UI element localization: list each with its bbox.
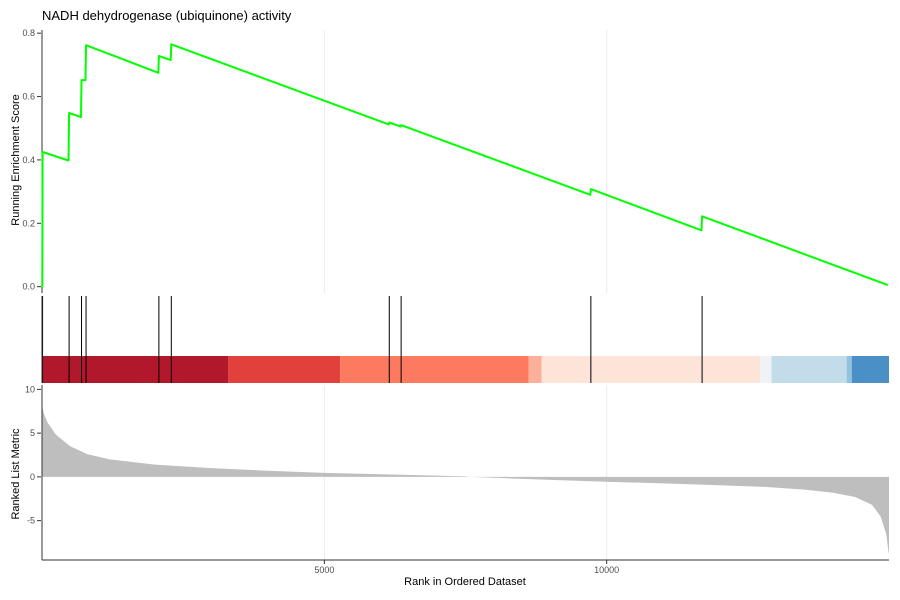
y-tick-label-enrichment: 0.2 bbox=[22, 218, 35, 228]
y-tick-label-enrichment: 0.4 bbox=[22, 155, 35, 165]
rank-color-band bbox=[42, 356, 229, 383]
rank-color-band bbox=[340, 356, 529, 383]
y-axis-title-ranked-metric: Ranked List Metric bbox=[10, 428, 22, 520]
y-axis-title-enrichment: Running Enrichment Score bbox=[10, 94, 22, 225]
ranked-metric-area bbox=[42, 405, 889, 554]
rank-color-band bbox=[528, 356, 542, 383]
rank-color-band bbox=[851, 356, 889, 383]
y-tick-label-enrichment: 0.0 bbox=[22, 282, 35, 292]
y-tick-label-enrichment: 0.8 bbox=[22, 28, 35, 38]
rank-color-band bbox=[846, 356, 852, 383]
hits-panel bbox=[41, 296, 889, 383]
rank-color-band bbox=[541, 356, 761, 383]
x-tick-label: 5000 bbox=[314, 565, 334, 575]
x-tick-label: 10000 bbox=[594, 565, 619, 575]
rank-color-band bbox=[771, 356, 847, 383]
y-tick-label-ranked-metric: 5 bbox=[30, 428, 35, 438]
rank-color-band bbox=[760, 356, 772, 383]
chart-title: NADH dehydrogenase (ubiquinone) activity bbox=[42, 8, 292, 23]
enrichment-score-line bbox=[41, 43, 889, 288]
y-tick-label-ranked-metric: 10 bbox=[25, 384, 35, 394]
y-tick-label-ranked-metric: 0 bbox=[30, 472, 35, 482]
enrichment-panel: 0.0 0.2 0.4 0.6 0.8 bbox=[22, 28, 889, 293]
ranked-metric-panel: 5000 10000 -5 0 5 10 bbox=[25, 384, 889, 575]
y-tick-label-ranked-metric: -5 bbox=[27, 516, 35, 526]
rank-color-band bbox=[228, 356, 341, 383]
x-axis-title: Rank in Ordered Dataset bbox=[404, 576, 526, 588]
y-tick-label-enrichment: 0.6 bbox=[22, 92, 35, 102]
